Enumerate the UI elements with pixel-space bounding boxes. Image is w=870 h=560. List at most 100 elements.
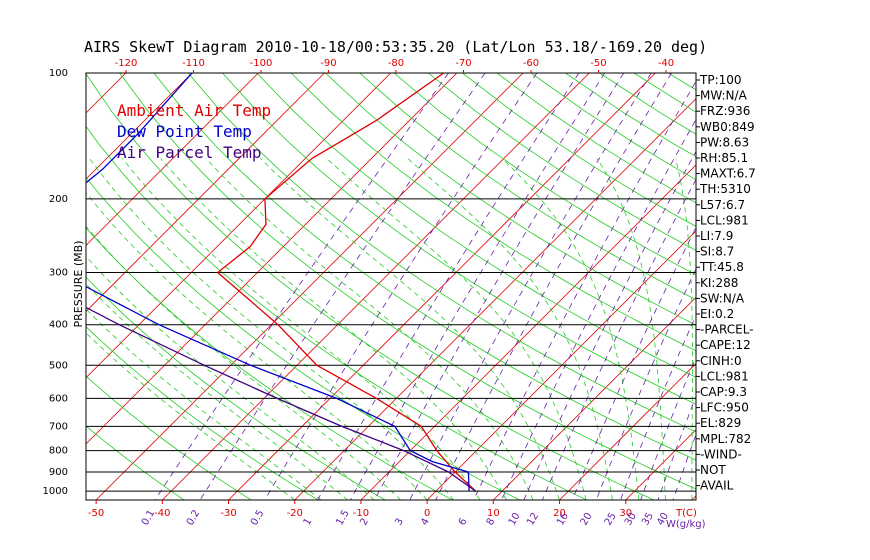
dry-adiabat-line bbox=[840, 73, 870, 500]
dry-adiabat-line bbox=[805, 73, 870, 500]
top-tick-label: -100 bbox=[250, 58, 273, 69]
mixing-ratio-label: 1.5 bbox=[334, 508, 351, 527]
mixing-ratio-line bbox=[199, 73, 486, 500]
dry-adiabat-line bbox=[86, 227, 453, 500]
y-tick-label: 200 bbox=[49, 194, 68, 205]
index-entry: SW:N/A bbox=[700, 291, 745, 305]
mixing-ratio-unit: W(g/kg) bbox=[666, 519, 706, 530]
index-entry: AVAIL bbox=[700, 479, 734, 493]
moist-adiabat-line bbox=[596, 158, 666, 500]
dry-adiabat-line bbox=[86, 73, 655, 500]
mixing-ratio-line bbox=[374, 73, 625, 500]
index-entry: FRZ:936 bbox=[700, 104, 750, 118]
bottom-tick-label: 10 bbox=[487, 508, 500, 519]
top-tick-label: -60 bbox=[523, 58, 539, 69]
isotherm-line bbox=[86, 73, 259, 246]
dry-adiabat-line bbox=[86, 125, 587, 500]
index-entry: LFC:950 bbox=[700, 401, 749, 415]
y-tick-label: 700 bbox=[49, 421, 68, 432]
mixing-ratio-label: 10 bbox=[507, 511, 523, 528]
top-tick-label: -50 bbox=[590, 58, 606, 69]
moist-adiabat-line bbox=[86, 255, 375, 500]
top-tick-label: -80 bbox=[388, 58, 404, 69]
isotherm-line bbox=[0, 73, 60, 500]
isotherm-line bbox=[86, 73, 127, 114]
plot-area bbox=[0, 73, 870, 500]
y-tick-label: 600 bbox=[49, 393, 68, 404]
mixing-ratio-label: 3 bbox=[393, 517, 406, 528]
isotherm-line bbox=[493, 296, 696, 500]
isotherm-line bbox=[86, 73, 325, 313]
moist-adiabat-line bbox=[501, 158, 640, 500]
legend: Ambient Air Temp Dew Point Temp Air Parcel… bbox=[117, 101, 271, 162]
moist-adiabat-line bbox=[86, 191, 428, 500]
y-tick-label: 400 bbox=[49, 320, 68, 331]
moist-adiabat-line bbox=[407, 158, 613, 500]
index-entry: TT:45.8 bbox=[699, 260, 744, 274]
mixing-ratio-line bbox=[657, 395, 696, 500]
mixing-ratio-line bbox=[409, 73, 652, 500]
bottom-unit-label: T(C) bbox=[675, 508, 697, 519]
isotherm-line bbox=[758, 73, 870, 500]
isobar-lines bbox=[86, 73, 696, 492]
bottom-tick-label: -40 bbox=[154, 508, 170, 519]
index-entry: MW:N/A bbox=[700, 89, 748, 103]
index-entry: L57:6.7 bbox=[700, 198, 745, 212]
mixing-ratio-line bbox=[672, 433, 696, 500]
dry-adiabat-line bbox=[771, 73, 870, 500]
y-axis-label: PRESSURE (MB) bbox=[72, 241, 85, 328]
isotherm-line bbox=[824, 73, 870, 500]
mixing-ratio-label: 6 bbox=[457, 516, 470, 527]
index-entry: WB0:849 bbox=[700, 120, 755, 134]
mixing-ratio-label: 0.5 bbox=[249, 508, 266, 527]
series-line-dew-point-temp bbox=[86, 73, 470, 492]
dry-adiabat-line bbox=[668, 73, 696, 91]
dry-adiabat-line bbox=[86, 326, 319, 500]
index-entry: TP:100 bbox=[699, 73, 742, 87]
index-entry: EL:829 bbox=[700, 416, 741, 430]
y-tick-label: 900 bbox=[49, 467, 68, 478]
mixing-ratio-label: 1 bbox=[302, 516, 315, 527]
isotherm-line bbox=[86, 73, 391, 379]
isotherm-line bbox=[426, 230, 696, 500]
index-entry: LCL:981 bbox=[700, 213, 749, 227]
index-entry: SI:8.7 bbox=[700, 245, 734, 259]
index-entry: CAP:9.3 bbox=[700, 385, 747, 399]
legend-entry: Ambient Air Temp bbox=[117, 101, 271, 120]
mixing-ratio-line bbox=[542, 178, 696, 500]
dry-adiabat-line bbox=[86, 176, 520, 500]
y-tick-label: 300 bbox=[49, 268, 68, 279]
bottom-tick-label: 0 bbox=[424, 508, 430, 519]
dry-adiabat-line bbox=[256, 73, 696, 378]
moist-adiabat-line bbox=[122, 158, 481, 500]
dry-adiabat-line bbox=[428, 73, 696, 251]
bottom-tick-label: -10 bbox=[353, 508, 369, 519]
isotherm-line bbox=[162, 73, 590, 500]
dry-adiabat-line bbox=[359, 73, 696, 301]
mixing-ratio-line bbox=[435, 73, 672, 500]
mixing-ratio-line bbox=[473, 80, 696, 500]
index-entry: CINH:0 bbox=[700, 354, 742, 368]
series-line-air-parcel-temp bbox=[86, 306, 477, 492]
series-line-ambient-air-temp bbox=[216, 73, 477, 492]
index-entry: TH:5310 bbox=[699, 182, 751, 196]
isotherm-line bbox=[95, 73, 524, 500]
index-entry: PW:8.63 bbox=[700, 135, 749, 149]
bottom-tick-label: -20 bbox=[287, 508, 303, 519]
mixing-ratio-label: 25 bbox=[603, 511, 619, 528]
mixing-ratio-lines bbox=[154, 73, 696, 500]
chart-title: AIRS SkewT Diagram 2010-10-18/00:53:35.2… bbox=[84, 38, 707, 56]
index-entry: RH:85.1 bbox=[700, 151, 748, 165]
dry-adiabat-line bbox=[119, 73, 696, 490]
dry-adiabat-line bbox=[737, 73, 870, 500]
index-entry: MPL:782 bbox=[700, 432, 751, 446]
dry-adiabat-line bbox=[633, 73, 696, 113]
moist-adiabat-line bbox=[160, 158, 507, 500]
isotherm-line bbox=[86, 73, 458, 445]
moist-adiabat-line bbox=[771, 158, 827, 500]
isotherm-line bbox=[228, 73, 656, 500]
dry-adiabat-line bbox=[187, 73, 696, 433]
top-tick-label: -120 bbox=[115, 58, 138, 69]
